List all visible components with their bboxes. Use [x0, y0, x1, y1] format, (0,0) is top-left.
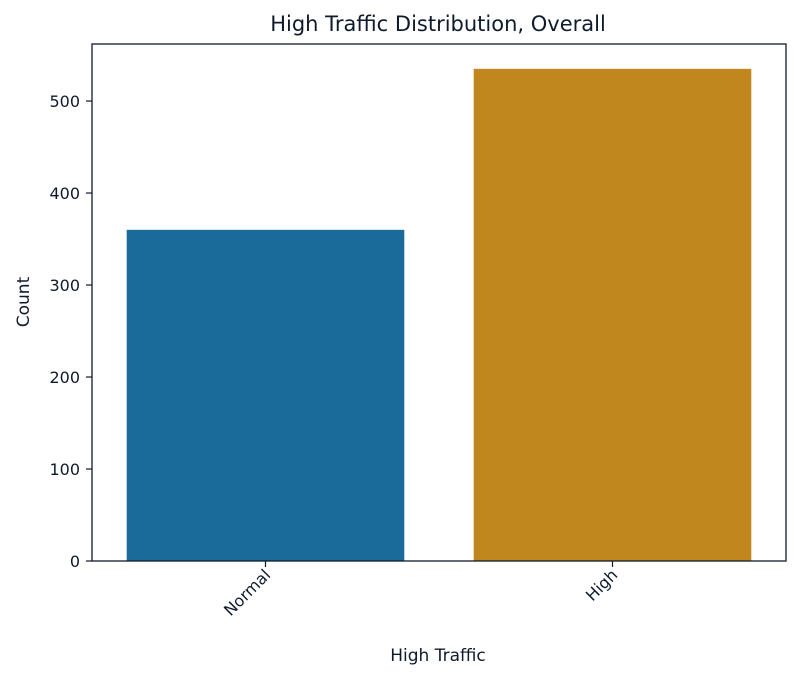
plot-area: [126, 68, 752, 562]
x-axis-label: High Traffic: [390, 646, 486, 666]
y-tick-label: 500: [49, 92, 80, 111]
y-tick-label: 400: [49, 184, 80, 203]
bar-normal: [126, 229, 405, 561]
y-tick-label: 300: [49, 276, 80, 295]
x-axis: Normal High: [220, 561, 621, 620]
y-axis-label: Count: [14, 276, 34, 327]
chart-title: High Traffic Distribution, Overall: [270, 12, 606, 36]
y-tick-label: 200: [49, 368, 80, 387]
plot-frame: [91, 43, 787, 562]
y-axis: 0 100 200 300 400 500: [49, 92, 92, 571]
y-tick-label: 100: [49, 460, 80, 479]
x-tick-label: High: [582, 565, 621, 604]
x-tick-label: Normal: [220, 565, 274, 619]
y-tick-label: 0: [70, 552, 80, 571]
bar-high: [473, 68, 752, 562]
